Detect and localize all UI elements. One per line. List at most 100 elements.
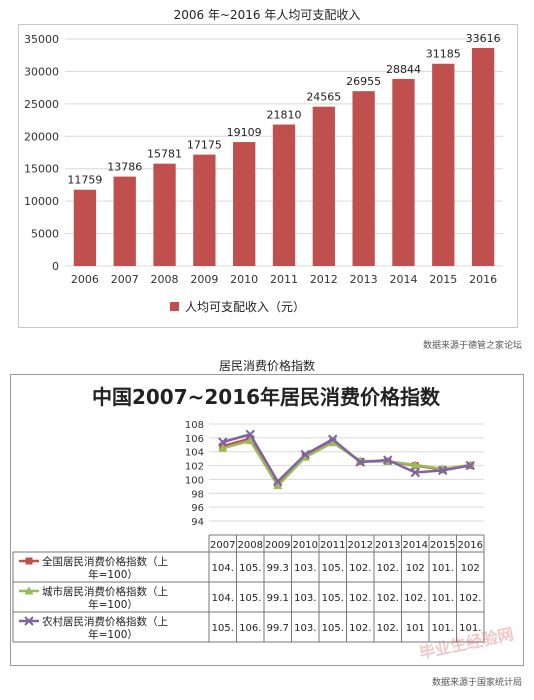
- marker-triangle: [410, 460, 420, 469]
- data-label: 19109: [227, 126, 262, 139]
- x-tick-label: 2016: [469, 273, 497, 286]
- series-name-line1: 农村居民消费价格指数（上: [42, 615, 168, 628]
- marker-triangle: [300, 452, 310, 461]
- y-tick-label: 25000: [24, 98, 59, 111]
- y-tick-label: 102: [185, 462, 204, 473]
- marker-x: [245, 429, 255, 440]
- data-label: 24565: [306, 91, 341, 104]
- table-cell: 102.: [377, 623, 399, 634]
- marker-x: [410, 467, 420, 478]
- x-tick-label: 2012: [348, 540, 373, 551]
- table-cell: 103.: [294, 593, 316, 604]
- marker-triangle: [218, 443, 228, 452]
- series-line-2: [222, 439, 471, 488]
- bar: [193, 154, 216, 266]
- marker-x: [218, 437, 228, 447]
- table-cell: 101: [406, 623, 425, 634]
- table-cell: 102.: [349, 623, 371, 634]
- bar: [272, 124, 296, 266]
- x-tick-label: 2010: [293, 540, 318, 551]
- cpi-line-chart-svg: 94 96 98 100 102 104 106 108 2007 2008 2009 2010 201…: [12, 420, 485, 643]
- x-tick-label: 2011: [270, 273, 298, 286]
- table-cell: 105.: [322, 623, 344, 634]
- data-label: 13786: [107, 161, 142, 174]
- table-cell: 102.: [459, 593, 481, 604]
- series-name-line2: 年=100）: [88, 628, 138, 641]
- table-cell: 101.: [432, 593, 454, 604]
- x-tick-label: 2009: [190, 273, 218, 286]
- table-cell: 102.: [349, 563, 371, 574]
- top-chart-title: 2006 年~2016 年人均可支配收入: [173, 8, 361, 22]
- marker-triangle: [245, 436, 255, 445]
- table-cell: 102.: [404, 593, 426, 604]
- marker-x: [383, 455, 393, 465]
- x-tick-label: 2009: [265, 540, 290, 551]
- income-bar-chart-svg: 0 5000 10000 15000 20000 25000 30000 35000 11759…: [24, 32, 503, 286]
- data-label: 26955: [346, 75, 381, 88]
- y-tick-label: 96: [191, 503, 204, 514]
- data-label: 21810: [267, 109, 302, 122]
- table-cell: 99.7: [267, 623, 289, 634]
- table-cell: 99.1: [267, 593, 289, 604]
- y-tick-label: 15000: [24, 163, 59, 176]
- y-tick-label: 108: [185, 420, 204, 431]
- bar: [73, 189, 97, 266]
- bar: [352, 91, 375, 266]
- income-bar-chart: 0 5000 10000 15000 20000 25000 30000 35000 11759…: [18, 24, 518, 328]
- data-label: 33616: [466, 32, 501, 45]
- cpi-chart-title: 中国2007~2016年居民消费价格指数: [91, 385, 441, 409]
- table-cell: 105.: [322, 593, 344, 604]
- series-name-line1: 城市居民消费价格指数（上: [42, 585, 168, 598]
- x-tick-label: 2007: [210, 540, 235, 551]
- bar: [392, 78, 415, 266]
- x-tick-label: 2010: [230, 273, 258, 286]
- table-cell: 104.: [212, 593, 234, 604]
- x-tick-label: 2008: [238, 540, 263, 551]
- x-tick-label: 2015: [430, 540, 455, 551]
- marker-x: [24, 616, 34, 626]
- table-cell: 101.: [432, 623, 454, 634]
- y-tick-label: 98: [191, 489, 204, 500]
- marker-x: [465, 460, 475, 471]
- bar: [471, 47, 495, 266]
- table-cell: 102.: [377, 593, 399, 604]
- x-tick-label: 2016: [458, 540, 483, 551]
- table-cell: 102.: [377, 563, 399, 574]
- series-line-3: [222, 432, 471, 484]
- y-tick-label: 100: [185, 475, 204, 486]
- series-name-line1: 全国居民消费价格指数（上: [42, 555, 168, 568]
- y-tick-label: 20000: [24, 130, 59, 143]
- table-cell: 105.: [239, 563, 261, 574]
- x-tick-label: 2013: [375, 540, 400, 551]
- legend-swatch-income: [170, 302, 179, 311]
- marker-triangle: [273, 481, 283, 490]
- y-tick-label: 30000: [24, 65, 59, 78]
- bar: [432, 63, 455, 267]
- x-tick-label: 2014: [403, 540, 428, 551]
- data-label: 15781: [147, 148, 182, 161]
- y-tick-label: 0: [52, 260, 59, 273]
- y-tick-label: 94: [191, 517, 204, 528]
- table-cell: 102.: [349, 593, 371, 604]
- table-cell: 99.3: [267, 563, 289, 574]
- marker-x: [300, 449, 310, 460]
- data-label: 31185: [426, 48, 461, 61]
- x-tick-label: 2008: [151, 273, 179, 286]
- bar: [113, 176, 136, 266]
- table-cell: 102: [461, 563, 480, 574]
- table-cell: 105.: [239, 593, 261, 604]
- series-name-line2: 年=100）: [88, 568, 138, 581]
- table-cell: 104.: [212, 563, 234, 574]
- table-cell: 105.: [212, 623, 234, 634]
- table-cell: 105.: [322, 563, 344, 574]
- x-tick-label: 2006: [71, 273, 99, 286]
- y-tick-label: 104: [185, 448, 204, 459]
- y-tick-label: 106: [185, 434, 204, 445]
- bottom-chart-source: 数据来源于国家统计局: [431, 678, 522, 688]
- marker-x: [355, 457, 365, 467]
- marker-square: [25, 557, 33, 565]
- table-cell: 106.: [239, 623, 261, 634]
- income-chart-legend: 人均可支配收入（元）: [170, 298, 305, 315]
- top-chart-source: 数据来源于德管之家论坛: [422, 341, 522, 351]
- marker-x: [273, 476, 283, 487]
